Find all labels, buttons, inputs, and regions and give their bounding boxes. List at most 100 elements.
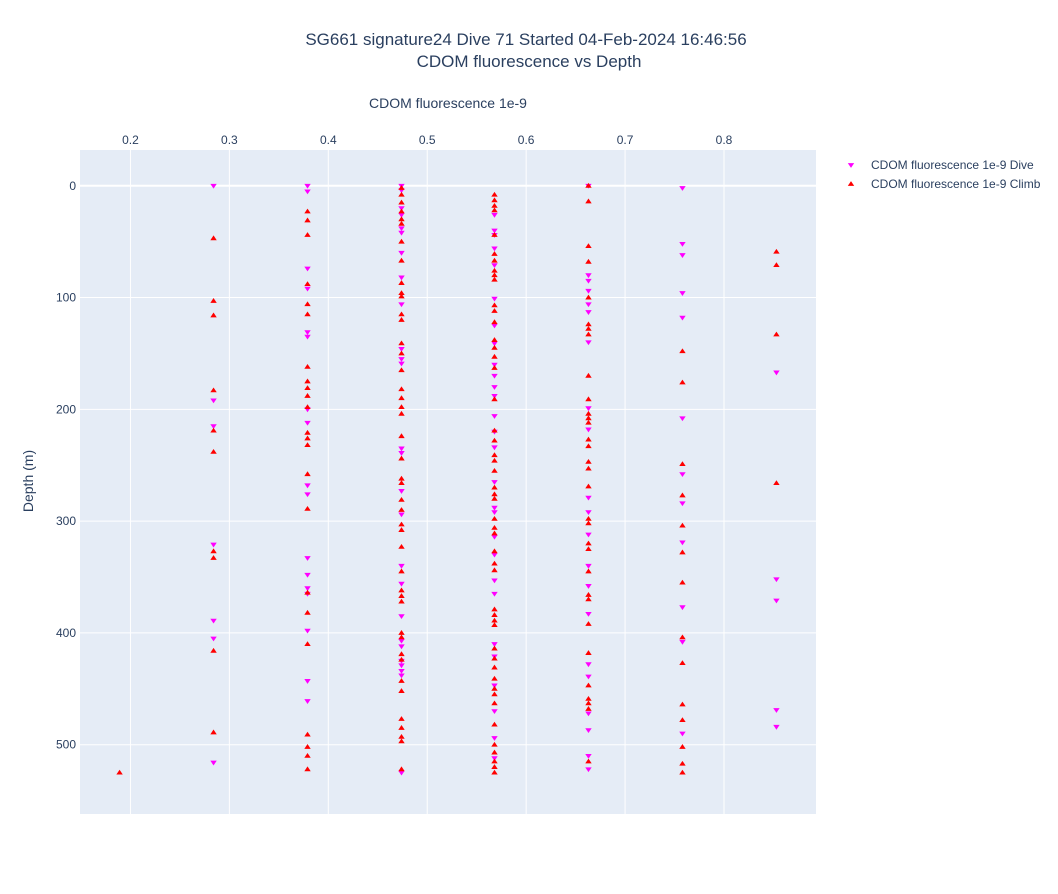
dive-data-point (398, 250, 405, 256)
climb-data-point (679, 744, 686, 749)
climb-data-point (491, 675, 498, 681)
dive-data-point (210, 636, 217, 642)
climb-data-point (398, 634, 405, 640)
climb-data-point (491, 769, 498, 775)
climb-data-point (304, 435, 311, 441)
dive-data-point (210, 618, 217, 624)
dive-data-point (679, 186, 686, 191)
dive-data-point (585, 753, 592, 759)
climb-data-point (585, 596, 592, 602)
climb-data-point (210, 427, 217, 433)
climb-data-point (491, 452, 498, 458)
climb-data-point (304, 731, 311, 737)
climb-data-point (304, 393, 311, 398)
dive-data-point (585, 278, 592, 284)
y-tick-label: 500 (56, 738, 76, 752)
plot-area[interactable] (80, 150, 816, 814)
dive-data-point (398, 581, 405, 587)
climb-data-point (773, 480, 780, 486)
dive-data-point (491, 505, 498, 511)
dive-data-point (491, 445, 498, 451)
x-tick-label: 0.4 (320, 133, 337, 147)
climb-data-point (491, 232, 498, 237)
climb-data-point (398, 386, 405, 392)
climb-data-point (491, 267, 498, 273)
climb-data-point (491, 721, 498, 727)
x-tick-labels: 0.2 0.3 0.4 0.5 0.6 0.7 0.8 (122, 133, 733, 147)
dive-data-point (491, 385, 498, 390)
dive-data-point (304, 266, 311, 272)
dive-data-point (585, 310, 592, 315)
legend-dive-label: CDOM fluorescence 1e-9 Dive (871, 158, 1034, 172)
climb-data-point (491, 276, 498, 282)
climb-data-point (679, 492, 686, 498)
climb-data-point (398, 725, 405, 730)
dive-data-point (491, 414, 498, 419)
climb-data-point (304, 442, 311, 448)
dive-data-point (398, 644, 405, 650)
dive-data-point (679, 731, 686, 737)
climb-data-point (585, 198, 592, 204)
climb-data-point (491, 495, 498, 501)
climb-data-point (491, 530, 498, 536)
dive-data-point (398, 614, 405, 620)
climb-data-point (398, 350, 405, 356)
dive-data-point (585, 273, 592, 279)
climb-data-point (679, 579, 686, 585)
legend[interactable]: CDOM fluorescence 1e-9 Dive CDOM fluoresc… (847, 158, 1041, 191)
climb-data-point (491, 302, 498, 308)
climb-data-point (304, 609, 311, 615)
dive-data-point (210, 542, 217, 548)
climb-data-point (679, 660, 686, 666)
legend-dive-marker (847, 163, 855, 168)
dive-data-point (585, 674, 592, 680)
climb-data-point (585, 650, 592, 655)
climb-data-point (491, 741, 498, 747)
dive-data-point (491, 510, 498, 516)
climb-data-point (398, 598, 405, 604)
climb-data-point (304, 589, 311, 595)
climb-data-point (585, 243, 592, 249)
climb-data-point (679, 549, 686, 555)
dive-data-point (304, 556, 311, 561)
climb-data-point (491, 645, 498, 651)
dive-data-point (773, 708, 780, 713)
climb-data-point (398, 238, 405, 244)
climb-data-point (585, 182, 592, 188)
climb-data-point (398, 527, 405, 532)
climb-data-point (491, 617, 498, 623)
dive-data-point (398, 347, 405, 352)
climb-data-point (491, 758, 498, 764)
dive-data-point (585, 662, 592, 668)
climb-data-point (585, 621, 592, 626)
dive-data-point (491, 552, 498, 558)
data-markers (116, 182, 780, 776)
dive-data-point (398, 451, 405, 456)
climb-data-point (491, 560, 498, 566)
dive-data-point (304, 679, 311, 684)
dive-data-point (398, 275, 405, 281)
climb-data-point (210, 387, 217, 393)
climb-data-point (491, 691, 498, 697)
climb-data-point (398, 543, 405, 549)
dive-data-point (585, 510, 592, 516)
climb-data-point (491, 516, 498, 521)
dive-data-point (398, 673, 405, 679)
dive-data-point (491, 341, 498, 347)
dive-data-point (491, 480, 498, 485)
dive-data-point (491, 323, 498, 329)
climb-data-point (773, 331, 780, 337)
x-tick-label: 0.7 (617, 133, 634, 147)
climb-data-point (491, 700, 498, 706)
dive-data-point (304, 183, 311, 189)
dive-data-point (679, 501, 686, 507)
climb-data-point (304, 232, 311, 237)
climb-data-point (585, 372, 592, 378)
climb-data-point (304, 311, 311, 317)
dive-data-point (679, 291, 686, 296)
climb-data-point (398, 678, 405, 683)
y-axis-title: Depth (m) (20, 450, 36, 512)
climb-data-point (491, 272, 498, 278)
climb-data-point (491, 622, 498, 628)
climb-data-point (491, 467, 498, 473)
